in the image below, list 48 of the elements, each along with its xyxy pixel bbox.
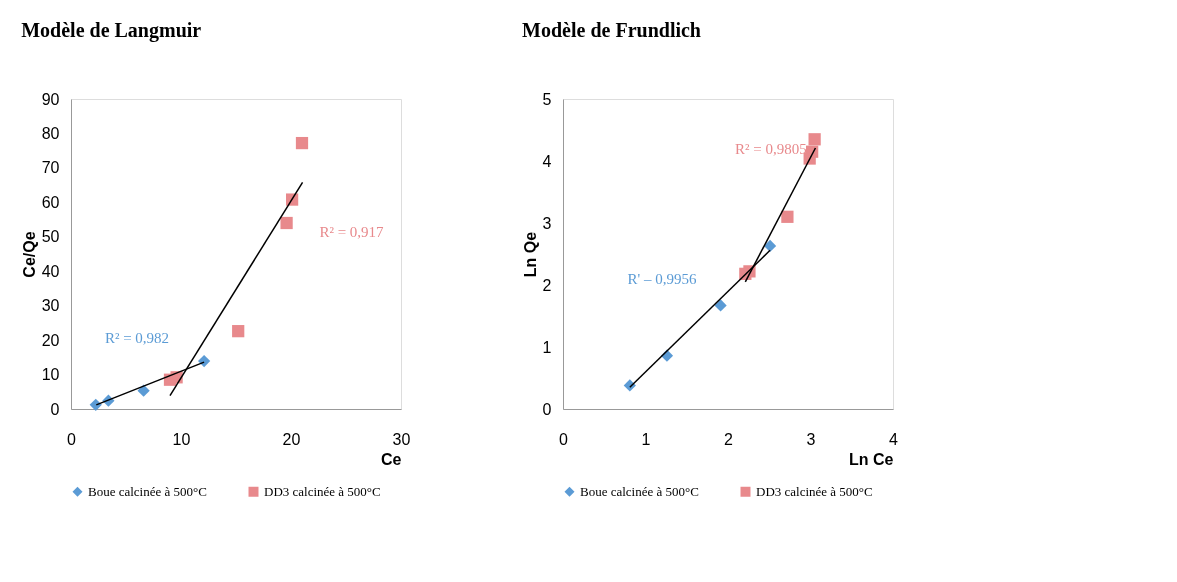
chart-title: Modèle de Frundlich [522, 19, 701, 41]
legend-label: DD3 calcinée à 500°C [264, 483, 381, 499]
y-tick-label: 40 [41, 262, 60, 280]
legend-label: Boue calcinée à 500°C [88, 483, 207, 499]
legend-label: DD3 calcinée à 500°C [756, 483, 873, 499]
x-tick-label: 30 [392, 430, 411, 448]
x-tick-label: 4 [889, 430, 899, 448]
y-tick-label: 0 [50, 400, 60, 418]
chart-title: Modèle de Langmuir [21, 19, 202, 42]
point [89, 398, 102, 411]
y-tick-label: 50 [41, 228, 60, 246]
annotation: R² = 0,9805 [735, 140, 807, 157]
x-tick-label: 1 [641, 430, 651, 448]
point [197, 355, 211, 368]
point [781, 210, 794, 223]
legend-label: Boue calcinée à 500°C [580, 483, 699, 499]
y-tick-label: 5 [542, 90, 552, 108]
y-tick-label: 0 [542, 400, 552, 418]
point [280, 216, 293, 230]
point [295, 136, 309, 150]
x-tick-label: 0 [67, 430, 77, 448]
x-tick-label: 3 [806, 430, 816, 448]
x-tick-label: 20 [282, 430, 301, 448]
x-tick-label: 10 [172, 430, 191, 448]
y-tick-label: 10 [41, 366, 60, 384]
y-tick-label: 80 [41, 124, 60, 142]
y-tick-label: 70 [41, 159, 60, 177]
annotation: R² = 0,917 [319, 224, 385, 241]
point [763, 239, 777, 253]
x-axis-title: Ln Ce [849, 450, 894, 468]
y-tick-label: 30 [41, 297, 60, 315]
point [714, 299, 727, 312]
x-tick-label: 2 [724, 430, 734, 448]
y-tick-label: 1 [542, 338, 552, 356]
y-tick-label: 4 [542, 152, 552, 170]
y-tick-label: 3 [542, 214, 552, 232]
point [232, 325, 245, 338]
y-tick-label: 2 [542, 276, 552, 294]
y-axis-title: Ce/Qe [20, 231, 38, 278]
y-axis-title: Ln Qe [521, 231, 539, 278]
y-tick-label: 60 [41, 193, 60, 211]
annotation: R' – 0,9956 [627, 270, 697, 287]
y-tick-label: 90 [41, 90, 60, 108]
point [808, 133, 821, 146]
y-tick-label: 20 [41, 331, 60, 349]
x-tick-label: 0 [559, 430, 569, 448]
x-axis-title: Ce [381, 450, 402, 468]
annotation: R² = 0,982 [104, 329, 170, 346]
